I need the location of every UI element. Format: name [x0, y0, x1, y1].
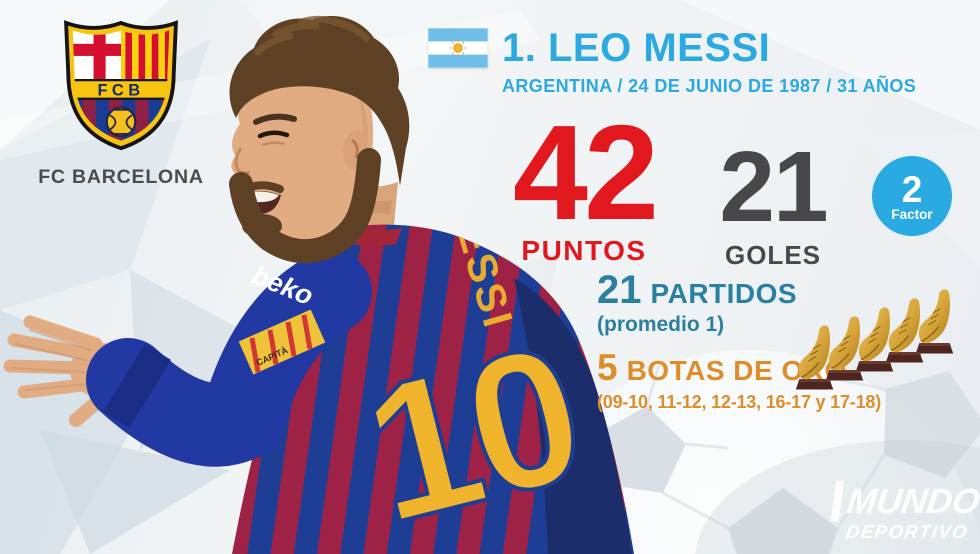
brand-name-bottom: DEPORTIVO: [844, 521, 970, 542]
player-title: 1. LEO MESSI: [502, 26, 771, 70]
player-hair: [229, 16, 410, 187]
golden-boot-trophy-icon: [915, 288, 954, 355]
player-head: [229, 15, 410, 264]
matches-value: 21: [597, 268, 642, 312]
captain-armband: CAPITÀ: [238, 309, 326, 375]
messi-player-illustration: MESSI 10 CAPITÀ beko: [3, 15, 634, 554]
points-label: PUNTOS: [521, 234, 647, 266]
club-identity: FCB FC BARCELONA: [33, 12, 209, 189]
golden-boot-trophy-icon: [885, 297, 924, 364]
golden-boots-value: 5: [597, 347, 618, 388]
brand-name-top: MUNDO: [844, 481, 980, 521]
soccer-ball-graphic: [503, 350, 980, 554]
fcb-crest-icon: FCB: [64, 20, 178, 151]
matches-note: (promedio 1): [597, 313, 725, 336]
golden-boots-note: (09-10, 11-12, 12-13, 16-17 y 17-18): [597, 392, 881, 412]
player-header: 1. LEO MESSI ARGENTINA / 24 DE JUNIO DE …: [428, 28, 916, 97]
golden-boot-trophy-icon: [855, 306, 894, 373]
matches-stat: 21 PARTIDOS (promedio 1): [597, 270, 797, 337]
golden-boot-trophy-icon: [825, 315, 864, 382]
player-subtitle: ARGENTINA / 24 DE JUNIO DE 1987 / 31 AÑO…: [502, 76, 917, 96]
club-name: FC BARCELONA: [38, 166, 204, 188]
factor-value: 2: [901, 168, 923, 210]
goals-value: 21: [719, 131, 828, 243]
argentina-flag-icon: [428, 28, 488, 68]
factor-label: Factor: [891, 206, 933, 222]
points-stat: 42 PUNTOS: [494, 97, 674, 267]
goals-label: GOLES: [724, 240, 821, 270]
golden-boots-graphic: [795, 288, 954, 391]
mundo-deportivo-logo: MUNDO DEPORTIVO: [828, 481, 980, 542]
player-jersey: MESSI 10: [232, 214, 634, 554]
points-value: 42: [512, 97, 659, 248]
goals-stat: 21 GOLES: [718, 131, 828, 271]
matches-label: PARTIDOS: [650, 278, 798, 309]
factor-badge: 2 Factor: [872, 156, 952, 236]
crest-monogram: FCB: [97, 81, 144, 99]
golden-boot-trophy-icon: [795, 324, 834, 391]
